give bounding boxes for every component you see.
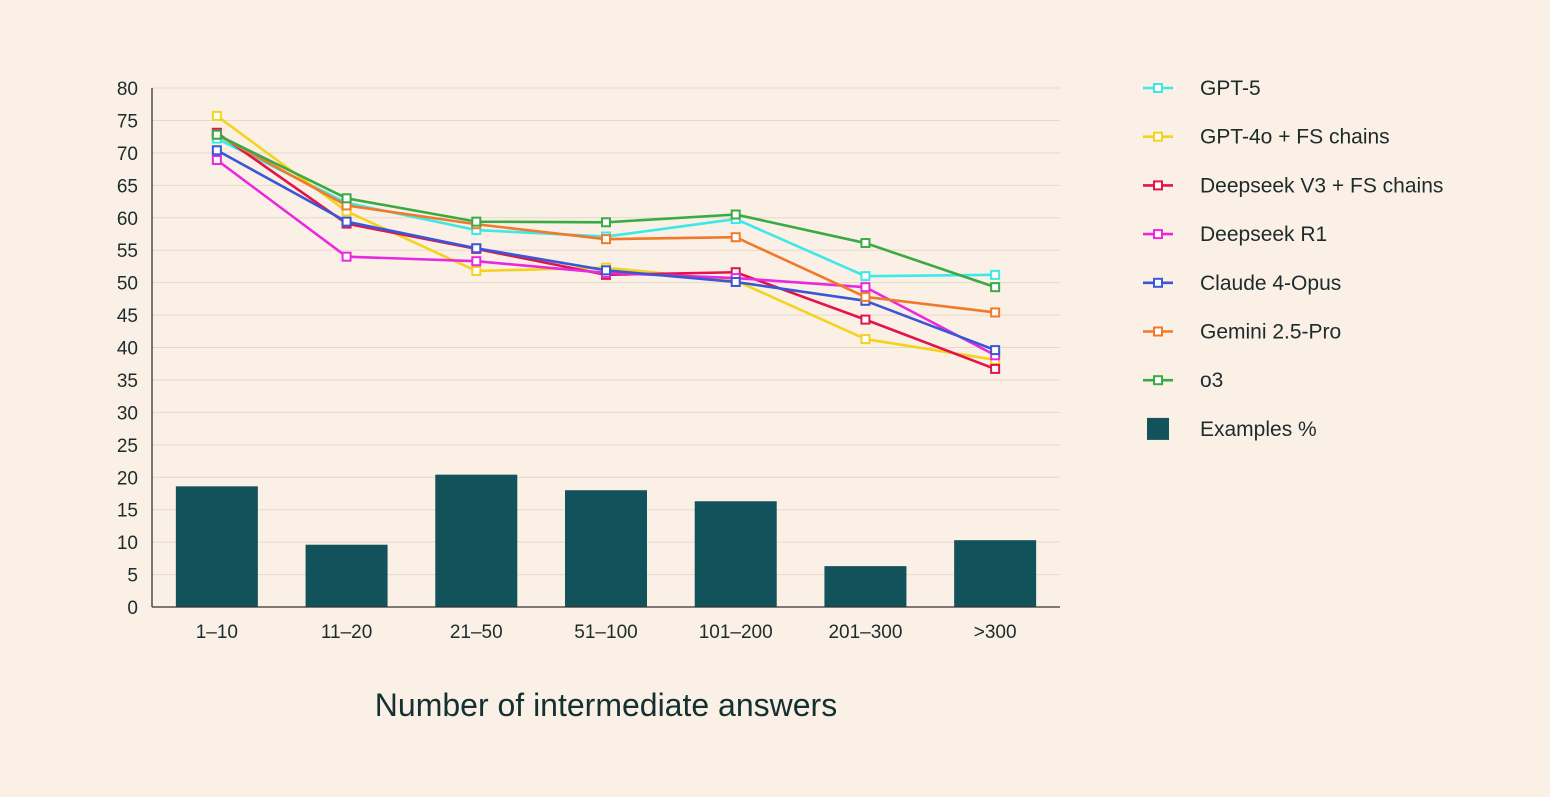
data-point [990, 282, 1001, 293]
bar [824, 566, 907, 607]
bar [435, 474, 518, 607]
bar [175, 486, 258, 607]
series-group [211, 127, 1001, 374]
legend-marker [1153, 277, 1163, 288]
legend-label: Claude 4-Opus [1200, 272, 1341, 295]
y-tick-label: 5 [127, 566, 138, 587]
bar [565, 490, 647, 607]
y-tick-label: 80 [117, 79, 138, 100]
legend-item: GPT-4o + FS chains [1143, 126, 1390, 149]
legend-label: o3 [1200, 369, 1223, 392]
y-tick-label: 40 [117, 339, 138, 360]
data-point [471, 256, 482, 267]
data-point [471, 243, 482, 254]
line-series [211, 110, 1001, 374]
series-line [216, 158, 996, 357]
bar [694, 501, 777, 607]
x-tick-labels: 1–10 11–20 21–50 51–100 101–200 201–300 >300 [196, 622, 1017, 643]
legend-marker [1153, 229, 1163, 240]
y-tick-label: 10 [117, 533, 138, 554]
data-point [211, 155, 222, 166]
legend-item: Claude 4-Opus [1143, 272, 1341, 295]
legend-item: o3 [1143, 369, 1223, 392]
data-point [990, 307, 1001, 318]
legend-label: Gemini 2.5-Pro [1200, 321, 1341, 344]
bar [954, 540, 1037, 607]
legend-item: GPT-5 [1143, 77, 1261, 100]
data-point [730, 209, 741, 220]
axes [151, 88, 1060, 608]
data-point [730, 276, 741, 287]
y-tick-label: 15 [117, 501, 138, 522]
y-tick-label: 30 [117, 403, 138, 424]
bar-series [175, 474, 1037, 607]
series-line [216, 137, 996, 278]
legend-marker [1153, 326, 1163, 337]
x-tick-label: 51–100 [574, 622, 637, 643]
legend-label: Deepseek R1 [1200, 223, 1327, 246]
y-tick-labels: 0 5 10 15 20 25 30 35 40 45 50 55 60 65 70 75 80 [117, 79, 138, 619]
data-point [341, 216, 352, 227]
legend-marker [1153, 180, 1163, 191]
data-point [211, 129, 222, 140]
y-tick-label: 60 [117, 209, 138, 230]
x-tick-label: 11–20 [321, 622, 372, 643]
data-point [860, 238, 871, 249]
data-point [860, 271, 871, 282]
legend-item: Deepseek R1 [1143, 223, 1327, 246]
y-tick-label: 70 [117, 144, 138, 165]
data-point [601, 234, 611, 245]
data-point [860, 291, 871, 302]
series-line [216, 131, 996, 371]
legend-label: Examples % [1200, 418, 1317, 441]
data-point [471, 216, 482, 227]
legend-label: Deepseek V3 + FS chains [1200, 174, 1443, 197]
data-point [601, 265, 611, 276]
grid-lines [152, 87, 1060, 576]
legend-item: Deepseek V3 + FS chains [1143, 174, 1443, 197]
legend-item: Gemini 2.5-Pro [1143, 321, 1341, 344]
y-tick-label: 35 [117, 371, 138, 392]
x-axis-title: Number of intermediate answers [375, 687, 837, 723]
data-point [341, 193, 352, 204]
data-point [860, 282, 871, 293]
data-point [990, 269, 1001, 280]
data-point [860, 314, 871, 325]
legend-marker [1153, 131, 1163, 142]
y-tick-label: 45 [117, 306, 138, 327]
series-group [211, 129, 1001, 293]
legend-marker [1153, 375, 1163, 386]
data-point [341, 251, 352, 262]
legend-marker [1153, 83, 1163, 93]
data-point [211, 145, 222, 156]
y-tick-label: 65 [117, 176, 138, 197]
y-tick-label: 20 [117, 468, 138, 489]
y-tick-label: 55 [117, 241, 138, 262]
data-point [990, 345, 1001, 356]
data-point [990, 363, 1001, 374]
y-tick-label: 0 [127, 598, 138, 619]
legend: GPT-5 GPT-4o + FS chains Deepseek V3 + FS … [1143, 77, 1443, 441]
x-tick-label: 101–200 [699, 622, 773, 643]
x-tick-label: 201–300 [828, 622, 902, 643]
legend-label: GPT-5 [1200, 77, 1261, 100]
x-tick-label: 1–10 [196, 622, 238, 643]
x-tick-label: 21–50 [450, 622, 503, 643]
data-point [601, 217, 611, 228]
series-group [211, 155, 1001, 361]
legend-label: GPT-4o + FS chains [1200, 126, 1390, 149]
legend-swatch [1147, 417, 1169, 440]
x-tick-label: >300 [974, 622, 1017, 643]
y-tick-label: 25 [117, 436, 138, 457]
data-point [860, 334, 871, 345]
y-tick-label: 75 [117, 111, 138, 132]
bar [305, 544, 388, 607]
series-group [211, 133, 1001, 282]
legend-item: Examples % [1147, 417, 1317, 441]
data-point [730, 232, 741, 243]
y-tick-label: 50 [117, 274, 138, 295]
data-point [211, 110, 222, 121]
data-point [471, 265, 482, 276]
